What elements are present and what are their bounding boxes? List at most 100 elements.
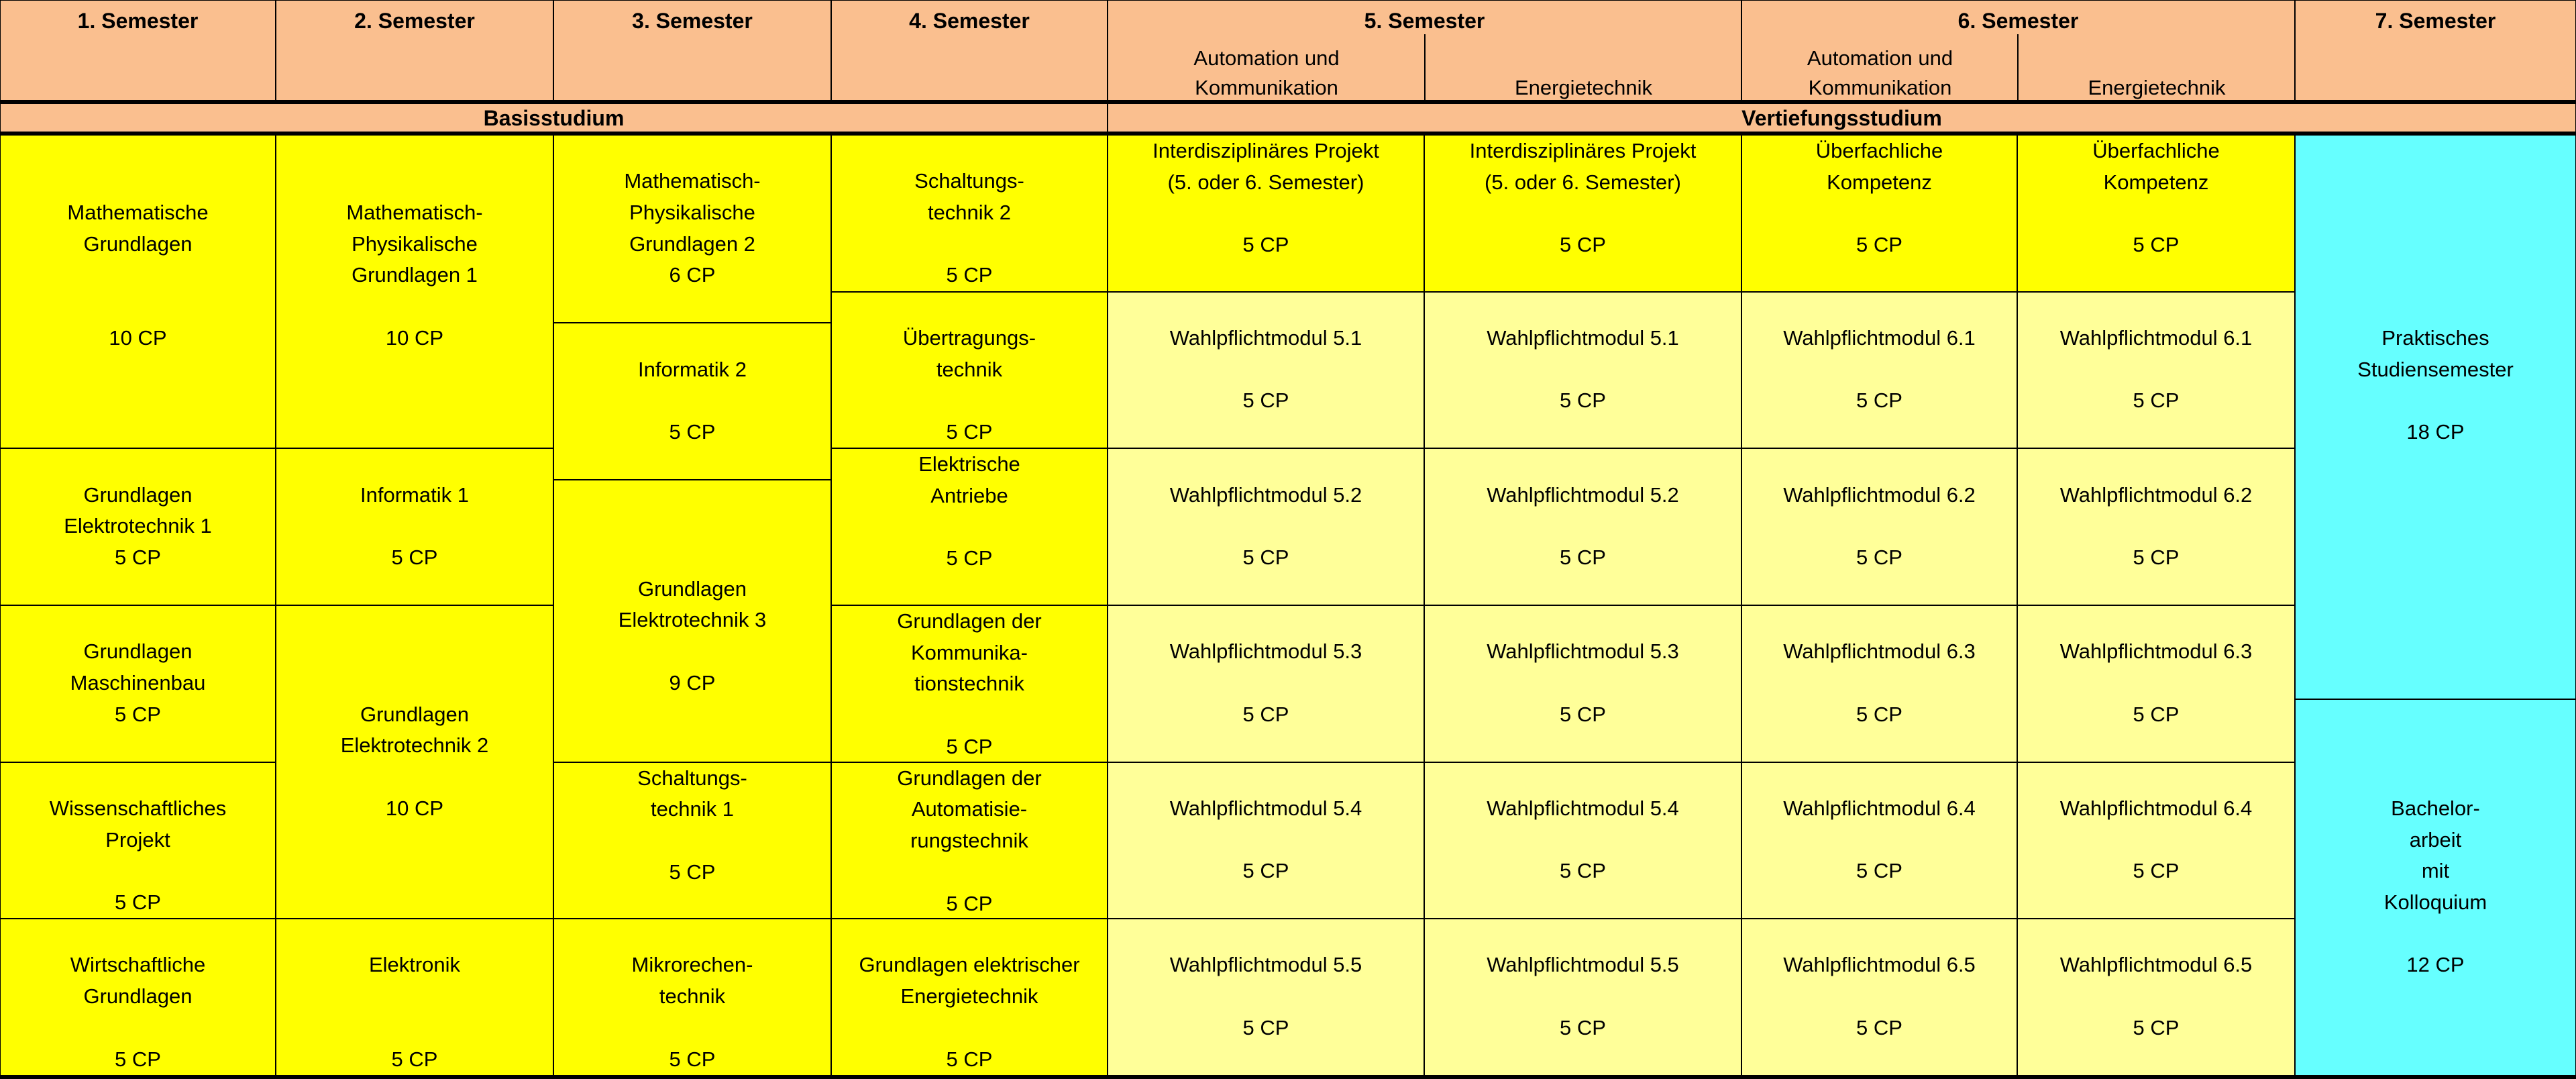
module-cell: Schaltungs- technik 1 5 CP <box>553 762 831 919</box>
module-cell: Wahlpflichtmodul 5.5 5 CP <box>1424 919 1741 1076</box>
header-semester-7: 7. Semester <box>2295 0 2576 103</box>
module-cell: Wahlpflichtmodul 5.2 5 CP <box>1424 448 1741 605</box>
module-title: Wahlpflichtmodul 5.4 <box>1487 796 1679 820</box>
module-cell: Mathematisch- Physikalische Grundlagen 1… <box>276 135 553 449</box>
module-credits: 5 CP <box>1856 389 1902 413</box>
module-credits: 5 CP <box>391 1047 438 1071</box>
module-cell: Wahlpflichtmodul 6.5 5 CP <box>2017 919 2295 1076</box>
module-content: Wirtschaftliche Grundlagen 5 CP <box>1 919 275 1075</box>
module-title: Grundlagen der Automatisie- rungstechnik <box>897 766 1042 853</box>
module-credits: 5 CP <box>1856 233 1902 257</box>
module-credits: 5 CP <box>1560 1015 1606 1039</box>
module-title: Schaltungs- technik 1 <box>637 766 747 821</box>
spacer <box>1108 981 1424 1013</box>
module-content: Mathematisch- Physikalische Grundlagen 1… <box>276 136 553 354</box>
module-title: Wahlpflichtmodul 5.4 <box>1169 796 1362 820</box>
spacer <box>1742 981 2017 1013</box>
module-credits: 5 CP <box>2133 702 2180 726</box>
spacer <box>1742 198 2017 229</box>
spacer <box>276 511 553 542</box>
module-cell: Wahlpflichtmodul 6.3 5 CP <box>1741 605 2017 762</box>
module-credits: 5 CP <box>669 860 716 884</box>
semester-title: 6. Semester <box>1957 9 2079 33</box>
module-title: Wahlpflichtmodul 5.2 <box>1487 482 1679 507</box>
module-cell: Wahlpflichtmodul 5.3 5 CP <box>1424 605 1741 762</box>
module-title: Wahlpflichtmodul 6.5 <box>2059 953 2253 977</box>
module-content: Wahlpflichtmodul 5.3 5 CP <box>1425 606 1741 730</box>
module-content: Grundlagen Elektrotechnik 2 10 CP <box>276 606 553 825</box>
module-credits: 5 CP <box>391 545 438 569</box>
module-cell: Grundlagen Maschinenbau 5 CP <box>0 605 276 762</box>
track-automation: Automation und Kommunikation <box>1807 46 1953 99</box>
module-cell: Bachelor- arbeit mit Kolloquium 12 CP <box>2295 699 2576 1076</box>
module-credits: 18 CP <box>2406 420 2465 444</box>
module-title: Wahlpflichtmodul 6.1 <box>1783 325 1976 350</box>
module-cell: Mikrorechen- technik 5 CP <box>553 919 831 1076</box>
module-title: Wissenschaftliches Projekt <box>49 796 227 852</box>
module-title: Mathematisch- Physikalische Grundlagen 1 <box>346 200 483 287</box>
module-credits: 10 CP <box>109 325 167 350</box>
module-credits: 5 CP <box>669 420 716 444</box>
spacer <box>1 1013 275 1044</box>
spacer <box>832 229 1107 260</box>
module-credits: 5 CP <box>1560 233 1606 257</box>
module-cell: Interdisziplinäres Projekt (5. oder 6. S… <box>1424 135 1741 292</box>
module-content: Wahlpflichtmodul 5.4 5 CP <box>1108 763 1424 887</box>
spacer <box>2018 981 2294 1013</box>
module-credits: 5 CP <box>2133 389 2180 413</box>
semester-title: 4. Semester <box>909 9 1030 33</box>
header-semester-5: 5. Semester Automation und Kommunikation… <box>1108 0 1741 103</box>
module-credits: 10 CP <box>385 325 444 350</box>
module-content: Wahlpflichtmodul 6.5 5 CP <box>2018 919 2294 1043</box>
module-content: Wahlpflichtmodul 5.3 5 CP <box>1108 606 1424 730</box>
module-content: Überfachliche Kompetenz 5 CP <box>2018 136 2294 261</box>
module-content: Informatik 1 5 CP <box>276 449 553 573</box>
module-cell: Übertragungs- technik 5 CP <box>831 291 1108 449</box>
module-credits: 5 CP <box>1242 859 1289 883</box>
module-title: Wahlpflichtmodul 5.5 <box>1169 953 1362 977</box>
spacer <box>2296 919 2575 950</box>
spacer <box>2018 511 2294 542</box>
module-title: Wahlpflichtmodul 5.3 <box>1169 639 1362 664</box>
module-title: Schaltungs- technik 2 <box>914 169 1024 224</box>
module-cell: Grundlagen Elektrotechnik 3 9 CP <box>553 480 831 762</box>
spacer <box>1108 825 1424 856</box>
module-credits: 5 CP <box>1560 702 1606 726</box>
module-title: Überfachliche Kompetenz <box>2092 139 2220 194</box>
spacer <box>554 1013 830 1044</box>
module-cell: Informatik 1 5 CP <box>276 448 553 605</box>
module-content: Grundlagen Elektrotechnik 3 9 CP <box>554 480 830 699</box>
module-cell: Wahlpflichtmodul 6.4 5 CP <box>1741 762 2017 919</box>
module-title: Praktisches Studiensemester <box>2357 325 2514 381</box>
module-cell: Grundlagen der Automatisie- rungstechnik… <box>831 762 1108 919</box>
module-credits: 5 CP <box>2133 233 2180 257</box>
module-content: Schaltungs- technik 1 5 CP <box>554 763 830 888</box>
module-cell: Schaltungs- technik 2 5 CP <box>831 135 1108 292</box>
module-content: Wahlpflichtmodul 6.3 5 CP <box>2018 606 2294 730</box>
module-credits: 5 CP <box>1560 859 1606 883</box>
phase-vertiefungsstudium: Vertiefungsstudium <box>1108 101 2576 135</box>
module-credits: 5 CP <box>946 891 993 915</box>
module-content: Grundlagen Elektrotechnik 1 5 CP <box>1 449 275 573</box>
module-title: Wahlpflichtmodul 6.3 <box>1783 639 1976 664</box>
module-title: Wahlpflichtmodul 6.3 <box>2059 639 2253 664</box>
module-cell: Überfachliche Kompetenz 5 CP <box>2017 135 2295 292</box>
module-content: Wahlpflichtmodul 6.4 5 CP <box>2018 763 2294 887</box>
module-cell: Wahlpflichtmodul 5.5 5 CP <box>1108 919 1424 1076</box>
module-title: Grundlagen Elektrotechnik 3 <box>618 576 767 632</box>
spacer <box>832 1013 1107 1044</box>
spacer <box>2018 668 2294 699</box>
spacer <box>832 700 1107 731</box>
module-title: Übertragungs- technik <box>902 325 1036 381</box>
spacer <box>1108 511 1424 542</box>
module-cell: Grundlagen Elektrotechnik 1 5 CP <box>0 448 276 605</box>
module-title: Wahlpflichtmodul 6.1 <box>2059 325 2253 350</box>
track-divider <box>2017 34 2019 103</box>
module-credits: 5 CP <box>1856 859 1902 883</box>
module-title: Wahlpflichtmodul 5.5 <box>1487 953 1679 977</box>
module-content: Wahlpflichtmodul 6.1 5 CP <box>2018 293 2294 417</box>
track-energy: Energietechnik <box>2088 76 2226 99</box>
semester-title: 2. Semester <box>354 9 475 33</box>
module-title: Wahlpflichtmodul 6.2 <box>2059 482 2253 507</box>
module-cell: Wahlpflichtmodul 6.3 5 CP <box>2017 605 2295 762</box>
